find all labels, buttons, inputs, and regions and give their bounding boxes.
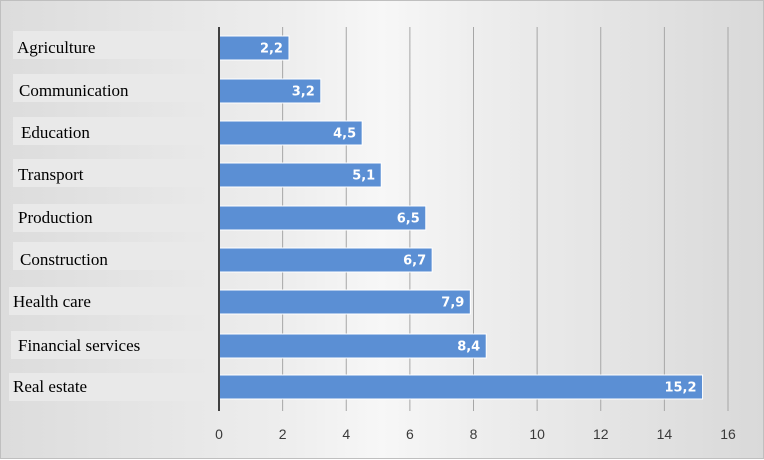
category-label: Production xyxy=(18,208,93,227)
bar xyxy=(218,289,471,315)
category-label-box xyxy=(13,31,207,59)
x-tick-label: 12 xyxy=(593,426,609,442)
category-label-box xyxy=(13,74,207,102)
bar xyxy=(218,333,487,359)
category-label-box xyxy=(9,373,207,401)
data-label: 5,1 xyxy=(352,169,375,184)
data-label: 15,2 xyxy=(664,381,696,396)
x-tick-label: 14 xyxy=(657,426,673,442)
category-label-box xyxy=(13,117,207,145)
data-label: 8,4 xyxy=(457,340,480,355)
category-label-box xyxy=(13,242,207,270)
x-tick-label: 16 xyxy=(720,426,736,442)
category-label: Agriculture xyxy=(17,38,95,57)
bar xyxy=(218,205,427,231)
category-label: Financial services xyxy=(18,336,140,355)
x-tick-label: 2 xyxy=(279,426,287,442)
data-label: 7,9 xyxy=(441,296,464,311)
x-tick-label: 8 xyxy=(470,426,478,442)
data-label: 2,2 xyxy=(260,42,283,57)
category-label: Communication xyxy=(19,81,129,100)
bar xyxy=(218,35,290,61)
bar xyxy=(218,374,704,400)
x-tick-label: 10 xyxy=(529,426,545,442)
x-tick-label: 0 xyxy=(215,426,223,442)
data-label: 6,7 xyxy=(403,254,426,269)
category-label: Construction xyxy=(20,250,108,269)
category-label-box xyxy=(13,159,207,187)
bar xyxy=(218,247,433,273)
data-label: 4,5 xyxy=(333,127,356,142)
category-label: Transport xyxy=(18,165,84,184)
data-label: 6,5 xyxy=(397,212,420,227)
data-label: 3,2 xyxy=(292,85,315,100)
x-tick-label: 4 xyxy=(342,426,350,442)
category-label-box xyxy=(9,287,207,315)
bar xyxy=(218,162,382,188)
category-label: Health care xyxy=(13,292,91,311)
category-label: Real estate xyxy=(13,377,87,396)
bar xyxy=(218,78,322,104)
category-label-box xyxy=(13,204,207,232)
x-tick-label: 6 xyxy=(406,426,414,442)
category-label-box xyxy=(11,331,209,359)
category-label: Education xyxy=(21,123,90,142)
